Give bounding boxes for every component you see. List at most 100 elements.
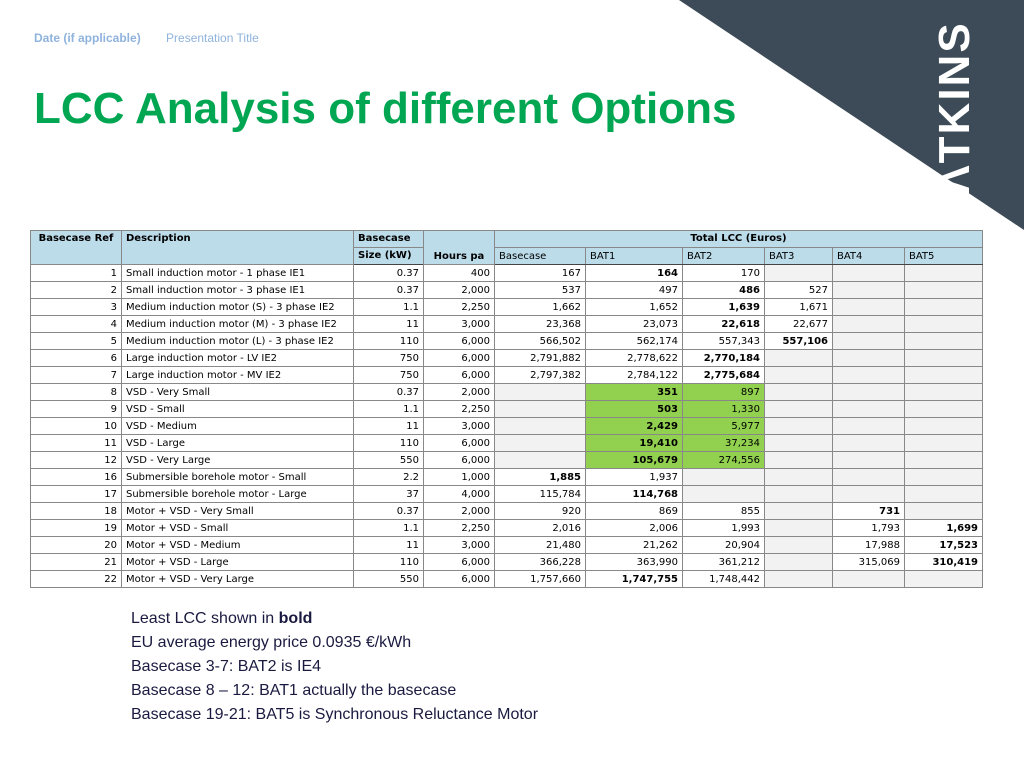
cell-bat4	[832, 298, 905, 316]
cell-base: 2,797,382	[494, 366, 586, 384]
cell-bat2: 557,343	[682, 332, 765, 350]
cell-bat1: 1,652	[585, 298, 683, 316]
table-row: 16 Submersible borehole motor - Small 2.2 1…	[30, 468, 983, 486]
cell-bat1: 19,410	[585, 434, 683, 452]
cell-description: Motor + VSD - Very Small	[121, 502, 354, 520]
table-row: 3 Medium induction motor (S) - 3 phase IE…	[30, 298, 983, 316]
cell-base: 21,480	[494, 536, 586, 554]
cell-bat2: 855	[682, 502, 765, 520]
cell-bat3	[764, 553, 833, 571]
cell-description: Large induction motor - MV IE2	[121, 366, 354, 384]
header-bat1: BAT1	[585, 247, 683, 265]
cell-hours: 2,250	[423, 400, 495, 418]
cell-bat2: 20,904	[682, 536, 765, 554]
table-row: 11 VSD - Large 110 6,000 19,410 37,234	[30, 434, 983, 452]
cell-description: Medium induction motor (L) - 3 phase IE2	[121, 332, 354, 350]
cell-bat2: 486	[682, 281, 765, 299]
cell-bat3: 1,671	[764, 298, 833, 316]
cell-base: 2,791,882	[494, 349, 586, 367]
cell-bat1: 503	[585, 400, 683, 418]
cell-base: 23,368	[494, 315, 586, 333]
cell-size: 1.1	[353, 400, 424, 418]
atkins-logo-icon: ΛTKINS	[679, 0, 1024, 230]
cell-hours: 4,000	[423, 485, 495, 503]
cell-base: 2,016	[494, 519, 586, 537]
table-row: 6 Large induction motor - LV IE2 750 6,000 2…	[30, 349, 983, 367]
cell-size: 0.37	[353, 264, 424, 282]
cell-bat4	[832, 451, 905, 469]
cell-hours: 6,000	[423, 366, 495, 384]
cell-hours: 1,000	[423, 468, 495, 486]
cell-bat3	[764, 366, 833, 384]
cell-bat2: 1,993	[682, 519, 765, 537]
cell-bat2: 2,775,684	[682, 366, 765, 384]
cell-bat5: 310,419	[904, 553, 983, 571]
cell-bat5	[904, 298, 983, 316]
cell-description: VSD - Medium	[121, 417, 354, 435]
header-bat4: BAT4	[832, 247, 905, 265]
table-row: 19 Motor + VSD - Small 1.1 2,250 2,016 2,006 1…	[30, 519, 983, 537]
lcc-table: Basecase Ref Description Basecase Hours …	[30, 230, 983, 588]
cell-ref: 11	[30, 434, 122, 452]
cell-ref: 21	[30, 553, 122, 571]
cell-size: 1.1	[353, 298, 424, 316]
note-basecase-8-12: Basecase 8 – 12: BAT1 actually the basec…	[131, 682, 457, 699]
header-bat5: BAT5	[904, 247, 983, 265]
cell-bat2: 1,639	[682, 298, 765, 316]
table-row: 10 VSD - Medium 11 3,000 2,429 5,977	[30, 417, 983, 435]
table-row: 22 Motor + VSD - Very Large 550 6,000 1,757,…	[30, 570, 983, 588]
cell-ref: 5	[30, 332, 122, 350]
cell-size: 110	[353, 332, 424, 350]
date-label: Date (if applicable)	[34, 31, 141, 45]
cell-ref: 10	[30, 417, 122, 435]
cell-description: Motor + VSD - Very Large	[121, 570, 354, 588]
header-size: Size (kW)	[353, 247, 424, 265]
cell-ref: 16	[30, 468, 122, 486]
cell-bat4	[832, 349, 905, 367]
cell-bat5	[904, 315, 983, 333]
cell-ref: 7	[30, 366, 122, 384]
cell-ref: 2	[30, 281, 122, 299]
cell-base	[494, 383, 586, 401]
cell-bat3	[764, 417, 833, 435]
cell-bat3	[764, 349, 833, 367]
cell-bat1: 23,073	[585, 315, 683, 333]
page-title: LCC Analysis of different Options	[34, 84, 737, 133]
cell-bat4	[832, 434, 905, 452]
cell-bat3	[764, 485, 833, 503]
cell-ref: 1	[30, 264, 122, 282]
cell-bat5	[904, 332, 983, 350]
cell-size: 550	[353, 451, 424, 469]
cell-base	[494, 417, 586, 435]
header-total-lcc: Total LCC (Euros)	[494, 230, 983, 248]
cell-bat4	[832, 570, 905, 588]
cell-ref: 17	[30, 485, 122, 503]
cell-bat4	[832, 332, 905, 350]
header-bat3: BAT3	[764, 247, 833, 265]
cell-bat5	[904, 349, 983, 367]
cell-bat4	[832, 315, 905, 333]
cell-bat1: 497	[585, 281, 683, 299]
cell-description: Small induction motor - 3 phase IE1	[121, 281, 354, 299]
cell-bat5	[904, 502, 983, 520]
table-row: 21 Motor + VSD - Large 110 6,000 366,228 363,…	[30, 553, 983, 571]
cell-bat4: 1,793	[832, 519, 905, 537]
header-basecase: Basecase	[353, 230, 424, 248]
cell-description: Submersible borehole motor - Large	[121, 485, 354, 503]
cell-bat4	[832, 485, 905, 503]
cell-description: Medium induction motor (S) - 3 phase IE2	[121, 298, 354, 316]
cell-ref: 18	[30, 502, 122, 520]
cell-bat3	[764, 383, 833, 401]
cell-bat3	[764, 451, 833, 469]
cell-hours: 6,000	[423, 570, 495, 588]
cell-bat4	[832, 366, 905, 384]
cell-description: Large induction motor - LV IE2	[121, 349, 354, 367]
note-least-lcc-text: Least LCC shown in	[131, 610, 279, 627]
cell-base: 537	[494, 281, 586, 299]
cell-size: 11	[353, 536, 424, 554]
table-row: 2 Small induction motor - 3 phase IE1 0.37…	[30, 281, 983, 299]
cell-size: 0.37	[353, 502, 424, 520]
header-description: Description	[121, 230, 354, 265]
note-basecase-19-21: Basecase 19-21: BAT5 is Synchronous Relu…	[131, 706, 539, 723]
cell-bat4	[832, 264, 905, 282]
